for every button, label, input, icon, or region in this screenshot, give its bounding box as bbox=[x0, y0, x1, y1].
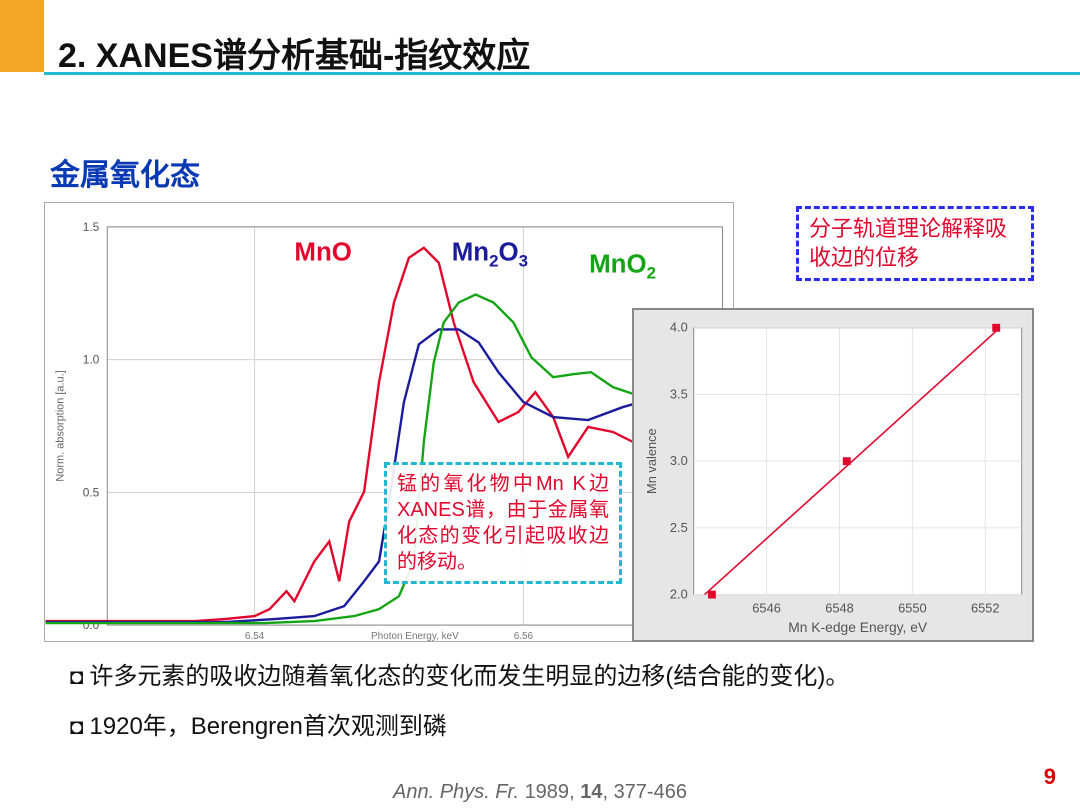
svg-text:0.5: 0.5 bbox=[83, 485, 100, 499]
svg-text:6.56: 6.56 bbox=[514, 631, 534, 642]
correlation-chart: 2.0 2.5 3.0 3.5 4.0 6546 6548 6550 6552 Mn valenc… bbox=[632, 308, 1034, 642]
svg-text:1.5: 1.5 bbox=[83, 220, 100, 234]
bullet-item: 1920年，Berengren首次观测到磷 bbox=[70, 704, 1060, 750]
svg-text:3.0: 3.0 bbox=[670, 453, 688, 468]
svg-text:MnO: MnO bbox=[294, 239, 352, 267]
accent-bar bbox=[0, 0, 44, 72]
bullet-item: 许多元素的吸收边随着氧化态的变化而发生明显的边移(结合能的变化)。 bbox=[70, 654, 1060, 700]
svg-text:Photon Energy, keV: Photon Energy, keV bbox=[371, 631, 459, 642]
bullet-list: 许多元素的吸收边随着氧化态的变化而发生明显的边移(结合能的变化)。1920年，B… bbox=[70, 654, 1060, 753]
citation-year: 1989 bbox=[525, 781, 570, 803]
svg-text:1.0: 1.0 bbox=[83, 353, 100, 367]
figure-area: 0.00.51.01.56.546.56MnOMn2O3MnO2Norm. ab… bbox=[44, 202, 1034, 642]
svg-text:4.0: 4.0 bbox=[670, 320, 688, 335]
svg-text:6548: 6548 bbox=[825, 600, 854, 615]
svg-text:6.54: 6.54 bbox=[245, 631, 265, 642]
annotation-theory: 分子轨道理论解释吸收边的位移 bbox=[796, 206, 1034, 281]
citation-volume: 14 bbox=[580, 781, 602, 803]
svg-text:6552: 6552 bbox=[971, 600, 1000, 615]
svg-text:Mn valence: Mn valence bbox=[644, 428, 659, 494]
svg-text:Norm. absorption [a.u.]: Norm. absorption [a.u.] bbox=[54, 370, 66, 481]
slide-subtitle: 金属氧化态 bbox=[50, 150, 200, 194]
slide-title: 2. XANES谱分析基础-指纹效应 bbox=[58, 28, 530, 77]
citation: Ann. Phys. Fr. 1989, 14, 377-466 bbox=[0, 781, 1080, 804]
svg-text:3.5: 3.5 bbox=[670, 386, 688, 401]
svg-text:2.0: 2.0 bbox=[670, 587, 688, 602]
svg-text:6550: 6550 bbox=[898, 600, 927, 615]
svg-text:2.5: 2.5 bbox=[670, 520, 688, 535]
svg-text:6546: 6546 bbox=[752, 600, 781, 615]
citation-pages: 377-466 bbox=[614, 781, 687, 803]
annotation-caption: 锰的氧化物中Mn K边XANES谱，由于金属氧化态的变化引起吸收边的移动。 bbox=[384, 462, 622, 584]
svg-text:Mn K-edge Energy, eV: Mn K-edge Energy, eV bbox=[788, 619, 928, 635]
citation-journal: Ann. Phys. Fr. bbox=[393, 781, 519, 803]
svg-text:MnO2: MnO2 bbox=[589, 251, 656, 283]
page-number: 9 bbox=[1044, 764, 1056, 790]
